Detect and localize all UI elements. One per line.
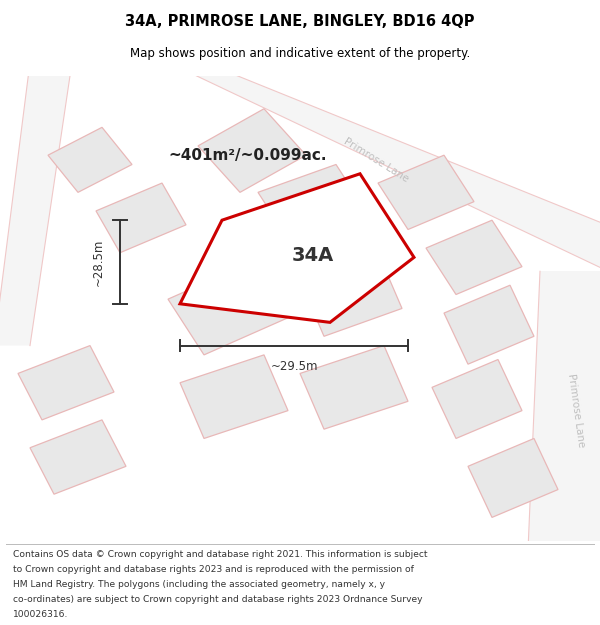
Polygon shape <box>528 271 600 550</box>
Text: 100026316.: 100026316. <box>13 610 68 619</box>
Polygon shape <box>168 262 288 355</box>
Text: ~28.5m: ~28.5m <box>92 238 105 286</box>
Text: to Crown copyright and database rights 2023 and is reproduced with the permissio: to Crown copyright and database rights 2… <box>13 565 414 574</box>
Polygon shape <box>0 62 72 346</box>
Polygon shape <box>30 420 126 494</box>
Polygon shape <box>168 62 600 276</box>
Polygon shape <box>378 155 474 229</box>
Polygon shape <box>198 109 306 192</box>
Polygon shape <box>300 253 402 336</box>
Polygon shape <box>258 164 366 239</box>
Polygon shape <box>48 127 132 192</box>
Text: Primrose Lane: Primrose Lane <box>566 373 586 448</box>
Polygon shape <box>300 346 408 429</box>
Text: ~29.5m: ~29.5m <box>270 361 318 374</box>
Polygon shape <box>96 183 186 253</box>
Polygon shape <box>432 359 522 439</box>
Text: 34A, PRIMROSE LANE, BINGLEY, BD16 4QP: 34A, PRIMROSE LANE, BINGLEY, BD16 4QP <box>125 14 475 29</box>
Text: Primrose Lane: Primrose Lane <box>342 136 410 184</box>
Polygon shape <box>426 220 522 294</box>
Text: ~401m²/~0.099ac.: ~401m²/~0.099ac. <box>168 148 326 162</box>
Text: Map shows position and indicative extent of the property.: Map shows position and indicative extent… <box>130 48 470 60</box>
Polygon shape <box>180 174 414 322</box>
Polygon shape <box>180 355 288 439</box>
Polygon shape <box>444 285 534 364</box>
Text: 34A: 34A <box>292 246 334 265</box>
Polygon shape <box>468 439 558 518</box>
Text: co-ordinates) are subject to Crown copyright and database rights 2023 Ordnance S: co-ordinates) are subject to Crown copyr… <box>13 595 422 604</box>
Polygon shape <box>18 346 114 420</box>
Text: HM Land Registry. The polygons (including the associated geometry, namely x, y: HM Land Registry. The polygons (includin… <box>13 580 385 589</box>
Text: Contains OS data © Crown copyright and database right 2021. This information is : Contains OS data © Crown copyright and d… <box>13 550 428 559</box>
